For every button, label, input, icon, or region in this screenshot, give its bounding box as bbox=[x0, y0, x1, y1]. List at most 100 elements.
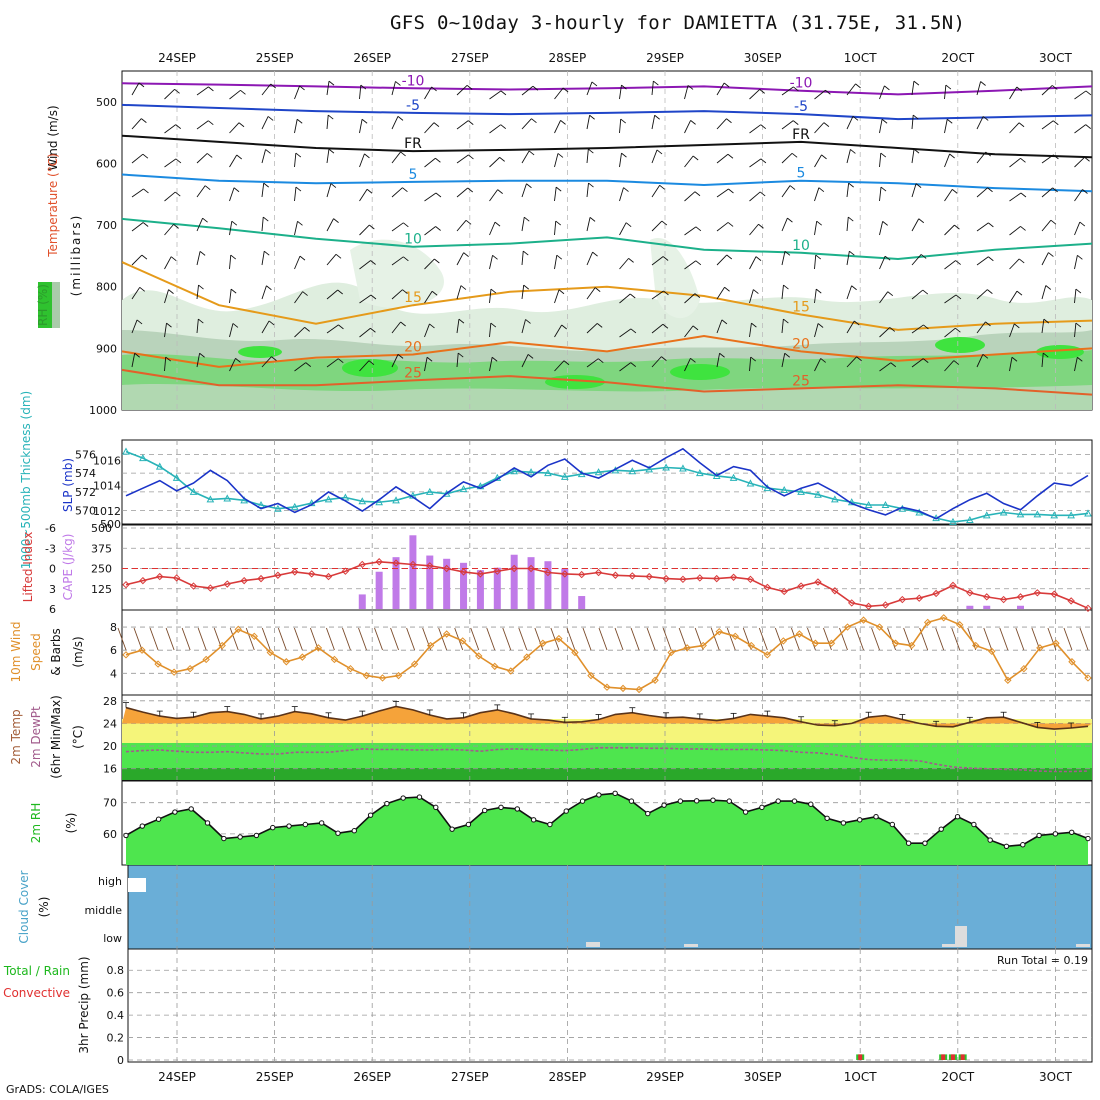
wind10m-panel bbox=[121, 609, 1093, 696]
wind-barb bbox=[424, 122, 435, 134]
li-line-marker bbox=[307, 570, 316, 578]
wind-barb-flag bbox=[728, 188, 734, 194]
li-line-marker bbox=[257, 574, 265, 583]
tick-label: 8 bbox=[110, 621, 117, 634]
wind-barb bbox=[619, 362, 632, 372]
wind-barb bbox=[326, 115, 329, 130]
wind-barb-flag bbox=[982, 116, 989, 121]
temp-contour-line bbox=[122, 82, 1092, 96]
wind-barb-flag bbox=[168, 289, 174, 294]
wind-barb-flag bbox=[882, 221, 888, 226]
tick-label: 6 bbox=[110, 644, 117, 657]
wind10m-barb bbox=[197, 627, 207, 651]
li-line-marker bbox=[476, 570, 485, 578]
wind-barb-flag bbox=[499, 157, 505, 162]
thickness-line-marker bbox=[982, 511, 991, 519]
wind-barb bbox=[391, 116, 399, 130]
wind10m-line-marker bbox=[667, 648, 675, 657]
wind-barb-flag bbox=[1018, 122, 1025, 128]
rh-line-marker bbox=[172, 809, 178, 815]
wind-barb-flag bbox=[695, 260, 702, 266]
wind-barb bbox=[229, 89, 241, 100]
temp-contour-label: 5 bbox=[409, 167, 418, 183]
upper-wind-label: Wind (m/s) bbox=[46, 105, 60, 170]
temp-contour-label: -5 bbox=[794, 99, 808, 115]
wind10m-line-marker bbox=[1036, 644, 1044, 652]
wind-barb-flag bbox=[848, 182, 854, 188]
wind10m-label-1: 10m Wind bbox=[9, 622, 23, 683]
wind-barb bbox=[684, 260, 697, 270]
wind-barb-flag bbox=[368, 360, 375, 366]
wind-barb-flag bbox=[985, 321, 991, 327]
wind-barb-flag bbox=[1016, 86, 1023, 92]
li-line-marker bbox=[983, 593, 991, 601]
wind-barb-flag bbox=[887, 291, 894, 297]
wind-barb-flag bbox=[265, 149, 271, 154]
wind-barb bbox=[229, 289, 232, 304]
wind10m-line-marker bbox=[1068, 658, 1076, 666]
temp-contour-label: 10 bbox=[404, 232, 422, 248]
li-line-marker bbox=[915, 594, 923, 602]
wind-barb-flag bbox=[723, 82, 730, 88]
wind-barb bbox=[196, 217, 204, 232]
cloud-level-high: high bbox=[98, 875, 122, 888]
wind-barb-flag bbox=[558, 289, 565, 295]
wind-barb bbox=[229, 154, 238, 168]
wind10m-line-marker bbox=[170, 668, 178, 676]
thickness-line-marker bbox=[560, 472, 569, 480]
wind-barb bbox=[131, 118, 142, 130]
wind-barb bbox=[521, 251, 524, 266]
wind-barb-flag bbox=[463, 252, 469, 258]
wind-barb bbox=[749, 289, 754, 304]
wind-barb-flag bbox=[465, 219, 472, 225]
wind-barb bbox=[781, 319, 784, 334]
wind-barb-flag bbox=[1077, 254, 1083, 260]
wind-barb-flag bbox=[823, 122, 830, 127]
wind-barb-flag bbox=[588, 182, 594, 188]
wind10m-barb bbox=[630, 627, 640, 651]
wind-barb-flag bbox=[592, 251, 598, 257]
cloud-low-block bbox=[942, 944, 956, 947]
li-line-marker bbox=[780, 587, 788, 596]
temp-line bbox=[125, 705, 1089, 730]
wind-barb-flag bbox=[945, 84, 952, 90]
li-line-marker bbox=[1067, 597, 1075, 605]
cloud-level-low: low bbox=[103, 932, 122, 945]
tick-label: 1014 bbox=[93, 480, 121, 493]
wind-barb bbox=[846, 83, 856, 96]
wind-barb bbox=[391, 81, 396, 96]
rh-line-marker bbox=[449, 826, 455, 832]
wind-barb-flag bbox=[625, 222, 632, 228]
wind-barb bbox=[716, 286, 725, 300]
wind-barb-flag bbox=[435, 192, 442, 198]
cape-bar bbox=[1016, 605, 1024, 609]
cape-label: CAPE (J/kg) bbox=[61, 534, 75, 601]
wind10m-barb bbox=[326, 627, 335, 651]
wind-barb bbox=[294, 153, 297, 168]
temp-contour-label: 10 bbox=[792, 238, 810, 254]
rh-line-marker bbox=[677, 798, 684, 804]
wind-barb-flag bbox=[880, 186, 887, 192]
tick-label: 28 bbox=[103, 695, 117, 708]
wind-barb bbox=[586, 149, 589, 164]
wind-barb-flag bbox=[267, 116, 274, 121]
wind-barb-flag bbox=[727, 222, 734, 227]
wind-barb-flag bbox=[403, 256, 409, 262]
wind10m-barb bbox=[486, 627, 496, 651]
wind10m-line-marker bbox=[603, 683, 611, 691]
thickness-line-marker bbox=[780, 485, 789, 493]
wind-barb bbox=[131, 153, 144, 164]
wind-barb bbox=[294, 255, 301, 270]
wind10m-line-marker bbox=[939, 614, 948, 622]
thickness-line-marker bbox=[544, 469, 552, 477]
wind-barb bbox=[521, 150, 530, 164]
cloud-low-block bbox=[586, 942, 600, 947]
thickness-line-marker bbox=[645, 465, 654, 473]
dewpoint-line bbox=[125, 747, 1089, 773]
rh-line-marker bbox=[824, 815, 830, 821]
tick-label: 572 bbox=[75, 486, 96, 499]
rh-line-marker bbox=[596, 792, 602, 798]
temp-contour-line bbox=[122, 334, 1092, 368]
wind-barb bbox=[554, 153, 559, 168]
thickness-line-marker bbox=[324, 495, 333, 503]
